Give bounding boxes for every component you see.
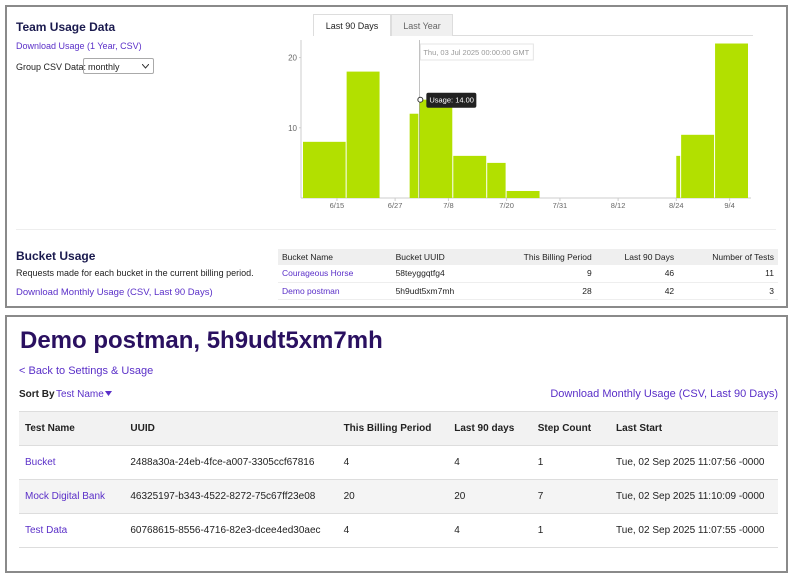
sort-select[interactable]: Test Name — [56, 389, 113, 400]
x-tick-label: 7/20 — [499, 201, 514, 210]
tab-active[interactable]: Last 90 Days — [313, 14, 391, 36]
sort-label: Sort By — [19, 389, 55, 400]
bar — [303, 141, 346, 198]
tooltip-date-box — [419, 43, 534, 61]
select-value: monthly — [88, 62, 120, 72]
x-tick-label: 6/15 — [330, 201, 345, 210]
chart: 10 20 6/15 6/27 7/8 7/20 7/31 8/12 8/24 9/4 Thu, 0… — [288, 40, 751, 210]
bar — [453, 155, 487, 198]
detail-panel — [5, 315, 788, 573]
hover-marker — [417, 96, 424, 103]
column-header: This Billing Period — [523, 252, 592, 262]
bucket-download-link[interactable]: Download Monthly Usage (CSV, Last 90 Day… — [16, 287, 213, 298]
header-row: Bucket Name Bucket UUID This Billing Perio… — [278, 249, 778, 265]
column-header: Last 90 Days — [624, 252, 675, 262]
cell: 1 — [537, 457, 544, 468]
bucket-table: Bucket Name Bucket UUID This Billing Perio… — [278, 249, 778, 300]
test-row: Mock Digital Bank 46325197-b343-4522-8272… — [19, 479, 778, 514]
test-row: Bucket 2488a30a-24eb-4fce-a007-3305ccf678… — [19, 445, 778, 480]
column-header: Bucket UUID — [395, 252, 445, 262]
cell: 46325197-b343-4522-8272-75c67ff23e08 — [130, 491, 316, 502]
cell: 11 — [765, 268, 774, 279]
bucket-row: Courageous Horse 58teyggqtfg4 9 46 11 — [278, 265, 778, 282]
bar — [681, 134, 715, 198]
download-link[interactable]: Download Usage (1 Year, CSV) — [16, 41, 142, 51]
bar — [715, 43, 748, 199]
bucket-description: Requests made for each bucket in the cur… — [16, 268, 254, 278]
cell: 20 — [454, 491, 466, 502]
bar — [487, 162, 506, 198]
detail-table: Test Name UUID This Billing Period Last 90 … — [19, 411, 778, 548]
bar — [346, 71, 380, 198]
column-header: Last 90 days — [454, 423, 515, 434]
group-label: Group CSV Data: — [16, 62, 87, 72]
column-header: Last Start — [616, 423, 663, 434]
column-header: This Billing Period — [343, 423, 432, 434]
column-header: UUID — [130, 423, 155, 434]
bar — [419, 99, 453, 198]
y-tick-label: 20 — [288, 54, 297, 63]
header-row: Test Name UUID This Billing Period Last 90 … — [19, 411, 778, 446]
bucket-link[interactable]: Demo postman — [282, 285, 340, 296]
cell: 4 — [343, 457, 350, 468]
cell: 28 — [582, 285, 592, 296]
x-tick-label: 9/4 — [724, 201, 734, 210]
group-select[interactable]: monthly — [83, 58, 154, 74]
x-tick-label: 7/8 — [443, 201, 453, 210]
sort-value: Test Name — [56, 389, 104, 400]
cell: 5h9udt5xm7mh — [395, 285, 455, 296]
tooltip-label: Usage: 14.00 — [429, 96, 474, 105]
column-header: Step Count — [537, 423, 592, 434]
cell: 4 — [454, 525, 460, 536]
cell: 1 — [537, 525, 544, 536]
team-usage-panel — [5, 5, 788, 308]
tooltip-box — [426, 92, 477, 108]
test-link[interactable]: Test Data — [25, 525, 68, 536]
bar — [676, 155, 681, 198]
bucket-row: Demo postman 5h9udt5xm7mh 28 42 3 — [278, 282, 778, 299]
back-link[interactable]: < Back to Settings & Usage — [19, 365, 154, 377]
cell: 42 — [664, 285, 675, 296]
tab-rule — [453, 35, 753, 36]
cell: Tue, 02 Sep 2025 11:07:55 -0000 — [616, 525, 765, 536]
x-tick-label: 7/31 — [553, 201, 568, 210]
cell: Tue, 02 Sep 2025 11:07:56 -0000 — [616, 457, 765, 468]
cell: 9 — [586, 268, 592, 279]
detail-title: Demo postman, 5h9udt5xm7mh — [20, 327, 383, 354]
y-tick-label: 10 — [288, 124, 297, 133]
column-header: Number of Tests — [712, 252, 774, 262]
detail-download-link[interactable]: Download Monthly Usage (CSV, Last 90 Day… — [550, 388, 778, 400]
bar — [409, 113, 419, 198]
cell: 4 — [343, 525, 350, 536]
cell: 2488a30a-24eb-4fce-a007-3305ccf67816 — [130, 457, 315, 468]
cell: 4 — [454, 457, 460, 468]
x-tick-label: 8/12 — [611, 201, 626, 210]
tab[interactable]: Last Year — [391, 14, 453, 36]
bucket-link[interactable]: Courageous Horse — [282, 268, 354, 279]
cell: 20 — [343, 491, 355, 502]
column-header: Bucket Name — [282, 252, 334, 262]
cell: 46 — [664, 268, 675, 279]
cell: 3 — [769, 285, 774, 296]
cell: 58teyggqtfg4 — [395, 268, 445, 279]
divider — [16, 229, 776, 230]
chevron — [142, 64, 149, 69]
tooltip-date: Thu, 03 Jul 2025 00:00:00 GMT — [423, 48, 529, 57]
test-link[interactable]: Bucket — [25, 457, 56, 468]
x-tick-label: 6/27 — [388, 201, 403, 210]
cell: Tue, 02 Sep 2025 11:10:09 -0000 — [616, 491, 765, 502]
column-header: Test Name — [25, 423, 75, 434]
x-tick-label: 8/24 — [669, 201, 684, 210]
bucket-title: Bucket Usage — [16, 249, 96, 263]
caret — [104, 391, 112, 396]
title: Team Usage Data — [16, 20, 116, 34]
cell: 7 — [537, 491, 544, 502]
test-row: Test Data 60768615-8556-4716-82e3-dcee4ed… — [19, 513, 778, 548]
bar — [506, 190, 540, 198]
test-link[interactable]: Mock Digital Bank — [25, 491, 106, 502]
cell: 60768615-8556-4716-82e3-dcee4ed30aec — [130, 525, 321, 536]
